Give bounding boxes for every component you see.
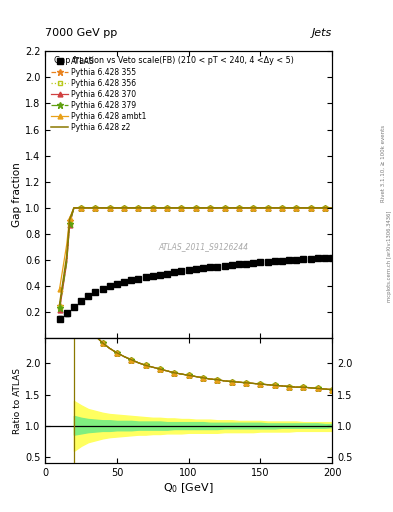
Text: Gap fraction vs Veto scale(FB) (210 < pT < 240, 4 <Δy < 5): Gap fraction vs Veto scale(FB) (210 < pT… [54, 55, 294, 65]
Legend: ATLAS, Pythia 6.428 355, Pythia 6.428 356, Pythia 6.428 370, Pythia 6.428 379, P: ATLAS, Pythia 6.428 355, Pythia 6.428 35… [48, 54, 149, 135]
Text: 7000 GeV pp: 7000 GeV pp [45, 28, 118, 38]
Text: mcplots.cern.ch [arXiv:1306.3436]: mcplots.cern.ch [arXiv:1306.3436] [387, 210, 391, 302]
X-axis label: Q$_0$ [GeV]: Q$_0$ [GeV] [163, 481, 214, 495]
Text: Rivet 3.1.10, ≥ 100k events: Rivet 3.1.10, ≥ 100k events [381, 125, 386, 202]
Text: ATLAS_2011_S9126244: ATLAS_2011_S9126244 [158, 242, 248, 251]
Y-axis label: Gap fraction: Gap fraction [12, 162, 22, 227]
Text: Jets: Jets [312, 28, 332, 38]
Y-axis label: Ratio to ATLAS: Ratio to ATLAS [13, 368, 22, 434]
